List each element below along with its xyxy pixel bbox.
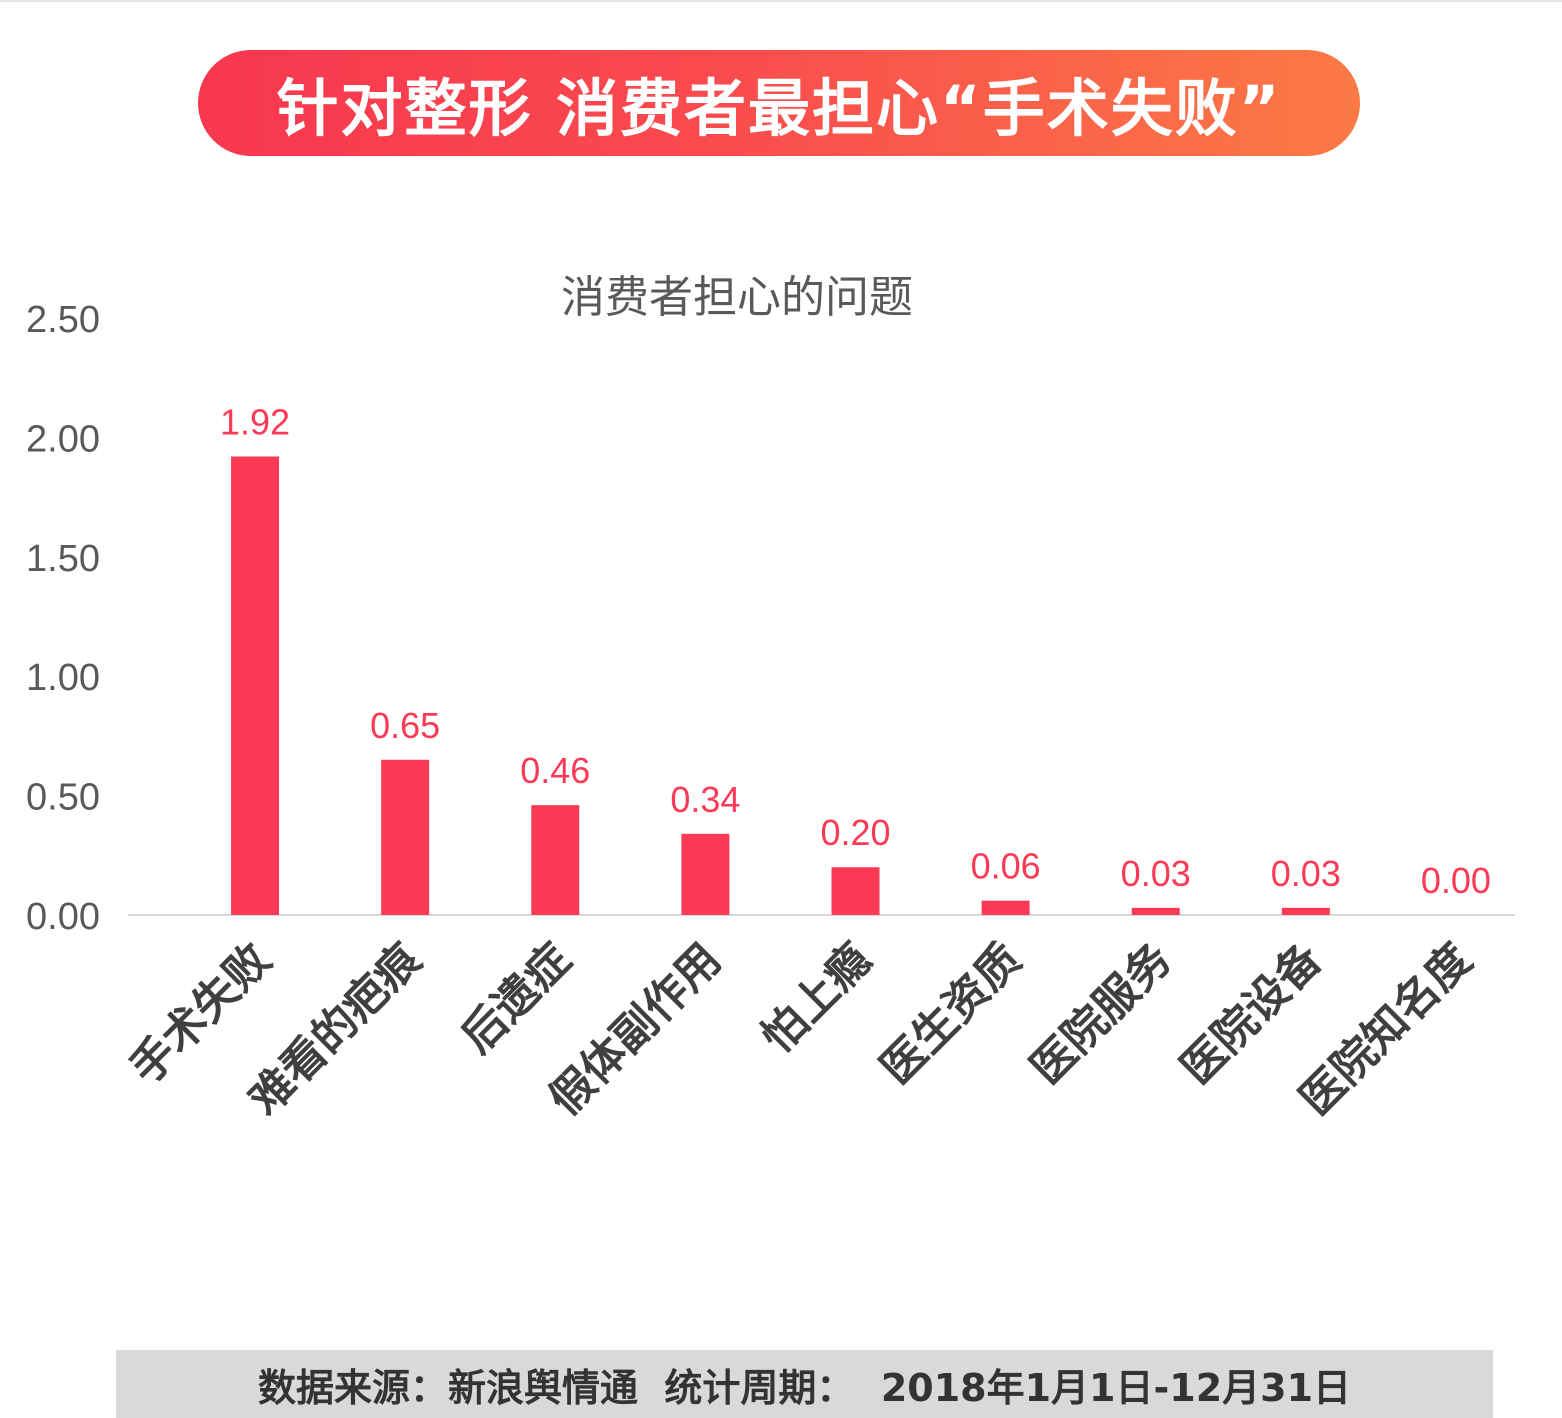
- bar-data-label: 0.03: [1121, 853, 1191, 894]
- bar-data-label: 0.00: [1421, 860, 1491, 901]
- x-category-label: 医院服务: [1021, 934, 1182, 1095]
- y-tick-label: 1.00: [26, 657, 100, 699]
- top-divider: [0, 0, 1562, 2]
- bar-data-label: 0.46: [520, 750, 590, 791]
- y-tick-label: 1.50: [26, 538, 100, 580]
- bar-data-label: 0.20: [820, 812, 890, 853]
- bar-data-label: 0.06: [971, 846, 1041, 887]
- bar-data-label: 0.34: [670, 779, 740, 820]
- title-banner: 针对整形 消费者最担心“手术失败”: [198, 50, 1360, 156]
- x-category-label: 怕上瘾: [752, 934, 881, 1063]
- bar: [681, 833, 730, 915]
- bar-data-label: 0.65: [370, 705, 440, 746]
- bar: [1281, 907, 1330, 915]
- bar: [981, 900, 1030, 915]
- bar: [381, 759, 430, 915]
- footer-text: 数据来源：新浪舆情通 统计周期： 2018年1月1日-12月31日: [257, 1365, 1352, 1410]
- bar-data-label: 1.92: [220, 402, 290, 443]
- chart-title: 消费者担心的问题: [561, 272, 913, 323]
- bar: [1131, 907, 1180, 915]
- banner-title: 针对整形 消费者最担心“手术失败”: [276, 72, 1282, 145]
- bar: [231, 456, 280, 915]
- x-category-label: 医生资质: [871, 934, 1032, 1095]
- y-tick-label: 0.50: [26, 777, 100, 819]
- x-category-label: 后遗症: [452, 934, 581, 1063]
- bar: [831, 867, 880, 915]
- y-tick-label: 2.00: [26, 418, 100, 460]
- source-footer: 数据来源：新浪舆情通 统计周期： 2018年1月1日-12月31日: [116, 1350, 1493, 1418]
- chart-svg: 消费者担心的问题 0.00 0.50 1.00 1.50 2.00 2.50 1.92 手术失败…: [26, 272, 1515, 1125]
- y-tick-label: 0.00: [26, 896, 100, 938]
- bar: [531, 805, 580, 915]
- y-tick-label: 2.50: [26, 299, 100, 341]
- bar-data-label: 0.03: [1271, 853, 1341, 894]
- bar-chart: 消费者担心的问题 0.00 0.50 1.00 1.50 2.00 2.50 1.92 手术失败…: [26, 272, 1515, 1125]
- x-category-label: 手术失败: [120, 934, 281, 1095]
